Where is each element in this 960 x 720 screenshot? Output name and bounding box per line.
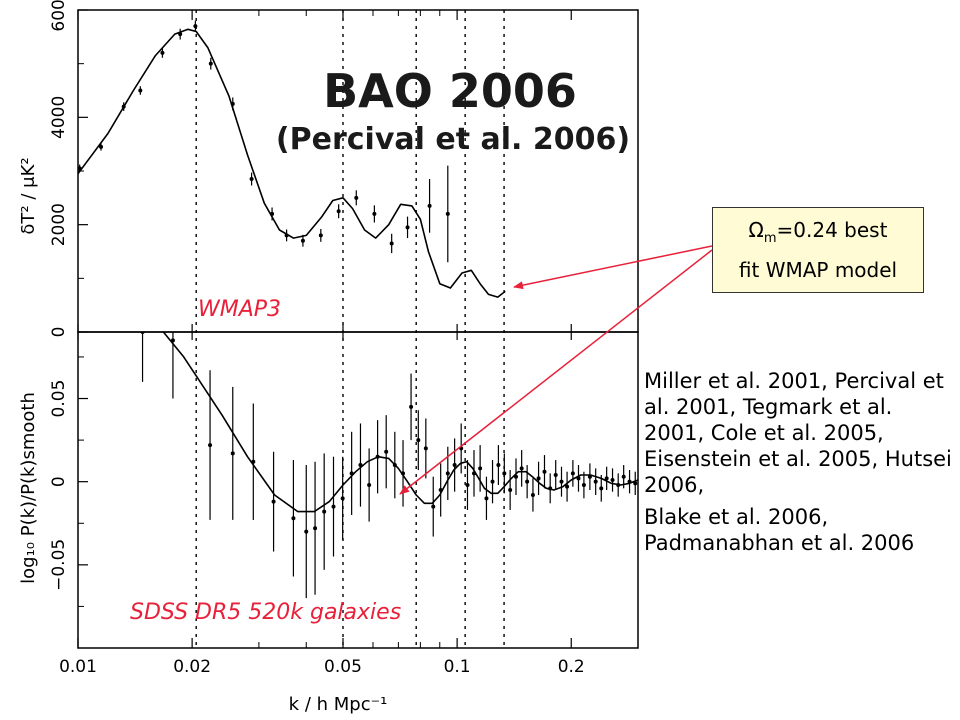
- x-tick-label: 0.01: [59, 657, 97, 677]
- sdss-data-point: [604, 476, 609, 481]
- sdss-data-point: [565, 484, 570, 489]
- wmap-data-point: [300, 238, 305, 243]
- wmap-data-point: [99, 144, 104, 149]
- sdss-data-point: [570, 471, 575, 476]
- bottom-y-tick-label: −0.05: [49, 539, 69, 591]
- wmap3-label: WMAP3: [198, 297, 281, 322]
- sdss-data-point: [304, 529, 309, 534]
- top-panel-frame: [77, 9, 639, 333]
- sdss-data-point: [553, 473, 558, 478]
- arrow-to-wmap-curve: [513, 245, 713, 290]
- sdss-data-point: [633, 481, 638, 486]
- x-tick-label: 0.02: [173, 657, 211, 677]
- sdss-data-point: [465, 483, 470, 488]
- sdss-data-point: [621, 474, 626, 479]
- reference-paragraph: Blake et al. 2006, Padmanabhan et al. 20…: [644, 505, 915, 555]
- top-y-tick-label: 0: [49, 327, 69, 338]
- references-block: Miller et al. 2001, Percival et al. 2001…: [644, 368, 956, 562]
- arrow-to-sdss-curve: [399, 249, 713, 495]
- sdss-data-point: [502, 471, 507, 476]
- sdss-data-point: [508, 488, 513, 492]
- sdss-data-point: [599, 486, 604, 491]
- wmap-data-point: [249, 177, 254, 182]
- sdss-data-point: [496, 463, 501, 468]
- wmap-data-point: [208, 61, 213, 66]
- sdss-data-point: [271, 499, 276, 504]
- omega-symbol: Ω: [748, 218, 764, 242]
- sdss-data-point: [331, 504, 336, 509]
- omega-subscript: m: [763, 231, 777, 246]
- wmap-data-point: [427, 203, 432, 208]
- sdss-data-point: [478, 466, 483, 471]
- top-y-axis-label: δT² / μK²: [18, 157, 39, 234]
- sdss-data-points: [140, 332, 638, 599]
- sdss-data-point: [431, 504, 436, 509]
- sdss-data-point: [340, 496, 345, 501]
- sdss-data-point: [291, 516, 296, 521]
- wmap-data-point: [389, 241, 394, 246]
- wmap-data-point: [354, 195, 359, 200]
- chart-title: BAO 2006: [323, 64, 577, 118]
- sdss-data-point: [490, 479, 495, 484]
- sdss-data-point: [525, 479, 530, 484]
- bottom-panel-frame: [77, 331, 639, 649]
- sdss-data-point: [384, 449, 389, 454]
- sdss-data-point: [581, 483, 586, 488]
- annotation-line-2: fit WMAP model: [738, 258, 898, 282]
- bottom-y-axis-label: log₁₀ P(k)/P(k)smooth: [18, 392, 39, 584]
- sdss-data-point: [313, 526, 318, 531]
- wmap-model-curve: [78, 28, 506, 298]
- axis-ticks: 0.01 0.02 0.05 0.1 0.2 0 2000 4000 6000 −0.05 0 0.0…: [49, 0, 639, 677]
- annotation-line-1-text: =0.24 best: [776, 218, 888, 242]
- annotation-line-1: Ωm=0.24 best: [713, 218, 923, 246]
- sdss-data-point: [230, 451, 235, 456]
- x-tick-label: 0.2: [558, 657, 585, 677]
- chart-subtitle: (Percival et al. 2006): [276, 122, 630, 157]
- bottom-y-tick-label: 0: [49, 476, 69, 487]
- top-y-tick-label: 2000: [49, 203, 69, 246]
- sdss-data-point: [559, 479, 564, 484]
- x-tick-label: 0.05: [324, 657, 362, 677]
- sdss-data-point: [423, 446, 428, 451]
- wmap-data-point: [372, 211, 377, 216]
- top-y-tick-label: 6000: [49, 0, 69, 32]
- x-axis-label: k / h Mpc⁻¹: [289, 694, 388, 715]
- reference-dotted-lines: [195, 10, 505, 648]
- wmap-data-point: [193, 24, 198, 29]
- sdss-data-point: [416, 438, 421, 443]
- sdss-data-point: [542, 469, 547, 474]
- sdss-data-point: [593, 479, 598, 484]
- sdss-data-point: [536, 476, 541, 481]
- sdss-data-point: [322, 509, 327, 514]
- wmap-data-point: [336, 209, 341, 214]
- wmap-data-point: [318, 233, 323, 238]
- sdss-data-point: [208, 443, 213, 448]
- wmap-data-point: [160, 50, 165, 55]
- model-annotation-box: Ωm=0.24 best fit WMAP model: [712, 207, 924, 293]
- sdss-data-point: [367, 483, 372, 488]
- x-tick-label: 0.1: [444, 657, 471, 677]
- sdss-model-curve: [162, 332, 638, 513]
- sdss-data-point: [445, 471, 450, 476]
- sdss-data-point: [409, 404, 414, 409]
- sdss-data-point: [530, 492, 535, 497]
- wmap-data-point: [405, 225, 410, 230]
- top-panel-border: [77, 9, 639, 333]
- wmap-data-point: [445, 211, 450, 216]
- sdss-data-point: [452, 463, 457, 468]
- sdss-data-point: [484, 496, 489, 501]
- top-y-tick-label: 4000: [49, 96, 69, 139]
- sdss-label: SDSS DR5 520k galaxies: [130, 600, 401, 625]
- wmap-model-line: [78, 28, 506, 298]
- sdss-data-point: [610, 478, 615, 483]
- bottom-panel-border: [77, 331, 639, 649]
- wmap-data-point: [138, 88, 143, 93]
- sdss-data-point: [519, 466, 524, 471]
- sdss-model-line: [162, 332, 638, 513]
- sdss-data-point: [140, 332, 145, 334]
- reference-paragraph: Miller et al. 2001, Percival et al. 2001…: [644, 369, 952, 497]
- bottom-y-tick-label: 0.05: [49, 380, 69, 418]
